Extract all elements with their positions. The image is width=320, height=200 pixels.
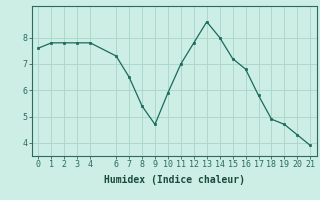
- X-axis label: Humidex (Indice chaleur): Humidex (Indice chaleur): [104, 175, 245, 185]
